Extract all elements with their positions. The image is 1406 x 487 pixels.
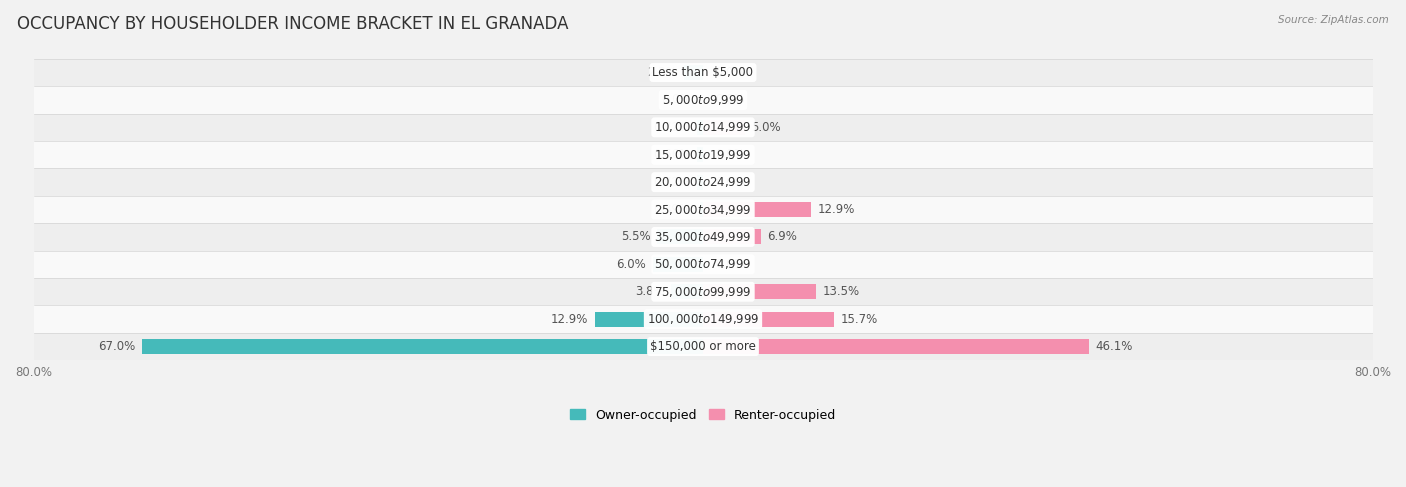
Bar bbox=[703, 202, 811, 217]
Text: 0.72%: 0.72% bbox=[654, 121, 690, 134]
Bar bbox=[142, 339, 703, 354]
Bar bbox=[697, 147, 703, 162]
Text: $100,000 to $149,999: $100,000 to $149,999 bbox=[647, 312, 759, 326]
Bar bbox=[595, 312, 703, 327]
Text: $25,000 to $34,999: $25,000 to $34,999 bbox=[654, 203, 752, 217]
Text: 13.5%: 13.5% bbox=[823, 285, 860, 298]
Text: OCCUPANCY BY HOUSEHOLDER INCOME BRACKET IN EL GRANADA: OCCUPANCY BY HOUSEHOLDER INCOME BRACKET … bbox=[17, 15, 568, 33]
Bar bbox=[700, 202, 703, 217]
Text: $150,000 or more: $150,000 or more bbox=[650, 340, 756, 353]
Text: 0.0%: 0.0% bbox=[716, 94, 745, 107]
Text: 5.0%: 5.0% bbox=[752, 121, 782, 134]
Text: $35,000 to $49,999: $35,000 to $49,999 bbox=[654, 230, 752, 244]
Bar bbox=[683, 65, 703, 80]
Text: $50,000 to $74,999: $50,000 to $74,999 bbox=[654, 257, 752, 271]
Text: $20,000 to $24,999: $20,000 to $24,999 bbox=[654, 175, 752, 189]
Bar bbox=[703, 284, 815, 300]
Bar bbox=[703, 312, 834, 327]
Bar bbox=[34, 141, 1372, 169]
Text: 6.9%: 6.9% bbox=[768, 230, 797, 244]
Text: 3.8%: 3.8% bbox=[636, 285, 665, 298]
Text: 0.66%: 0.66% bbox=[654, 148, 690, 161]
Bar bbox=[34, 251, 1372, 278]
Text: 0.0%: 0.0% bbox=[716, 148, 745, 161]
Bar bbox=[34, 86, 1372, 113]
Bar bbox=[703, 339, 1088, 354]
Bar bbox=[671, 284, 703, 300]
Text: 12.9%: 12.9% bbox=[551, 313, 588, 326]
Text: 12.9%: 12.9% bbox=[818, 203, 855, 216]
Text: 2.3%: 2.3% bbox=[647, 66, 678, 79]
Text: Less than $5,000: Less than $5,000 bbox=[652, 66, 754, 79]
Text: Source: ZipAtlas.com: Source: ZipAtlas.com bbox=[1278, 15, 1389, 25]
Bar bbox=[34, 223, 1372, 251]
Bar bbox=[34, 305, 1372, 333]
Legend: Owner-occupied, Renter-occupied: Owner-occupied, Renter-occupied bbox=[565, 404, 841, 427]
Bar bbox=[652, 257, 703, 272]
Text: 15.7%: 15.7% bbox=[841, 313, 879, 326]
Text: 0.0%: 0.0% bbox=[716, 66, 745, 79]
Text: 5.5%: 5.5% bbox=[620, 230, 651, 244]
Text: 0.0%: 0.0% bbox=[716, 176, 745, 188]
Bar bbox=[697, 120, 703, 135]
Text: 0.0%: 0.0% bbox=[716, 258, 745, 271]
Bar bbox=[34, 59, 1372, 86]
Text: 0.0%: 0.0% bbox=[661, 94, 690, 107]
Bar bbox=[703, 120, 745, 135]
Bar bbox=[34, 113, 1372, 141]
Text: 67.0%: 67.0% bbox=[98, 340, 135, 353]
Text: $15,000 to $19,999: $15,000 to $19,999 bbox=[654, 148, 752, 162]
Text: 0.39%: 0.39% bbox=[654, 203, 690, 216]
Bar bbox=[34, 169, 1372, 196]
Bar bbox=[34, 333, 1372, 360]
Bar bbox=[703, 229, 761, 244]
Text: 0.72%: 0.72% bbox=[654, 176, 690, 188]
Bar bbox=[34, 196, 1372, 223]
Bar bbox=[697, 175, 703, 190]
Text: $75,000 to $99,999: $75,000 to $99,999 bbox=[654, 285, 752, 299]
Text: $5,000 to $9,999: $5,000 to $9,999 bbox=[662, 93, 744, 107]
Bar bbox=[34, 278, 1372, 305]
Text: 46.1%: 46.1% bbox=[1095, 340, 1133, 353]
Text: 6.0%: 6.0% bbox=[616, 258, 647, 271]
Text: $10,000 to $14,999: $10,000 to $14,999 bbox=[654, 120, 752, 134]
Bar bbox=[657, 229, 703, 244]
